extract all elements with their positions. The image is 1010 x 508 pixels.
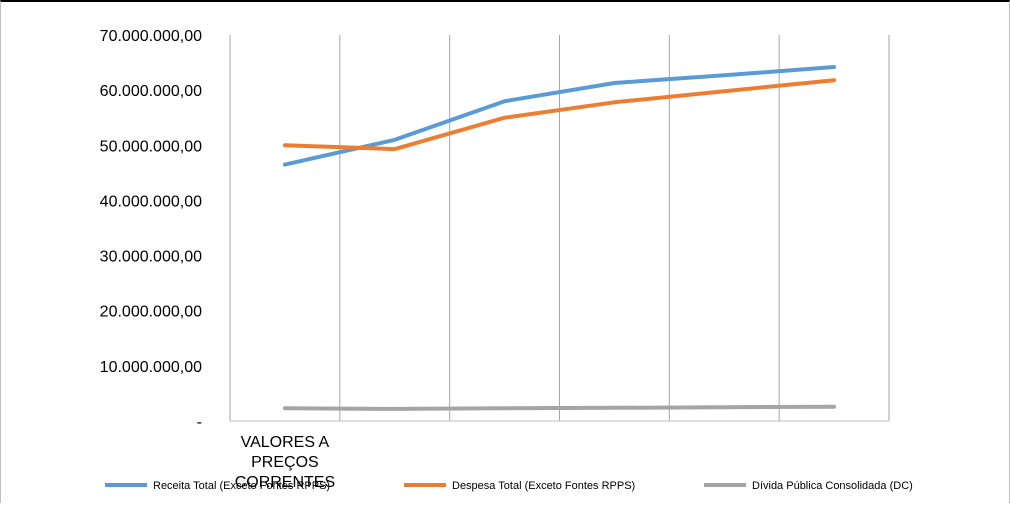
y-tick-label: 30.000.000,00	[100, 249, 202, 266]
y-tick-label: 70.000.000,00	[100, 28, 202, 45]
y-tick-label: 50.000.000,00	[100, 138, 202, 155]
gridlines	[229, 35, 890, 421]
x-tick-label: VALORES A	[241, 434, 330, 451]
series-lines	[282, 65, 837, 411]
y-axis-tick-labels: - 10.000.000,00 20.000.000,00 30.000.000,00…	[100, 28, 202, 431]
y-tick-label: 40.000.000,00	[100, 193, 202, 210]
series-line	[282, 78, 837, 152]
x-tick-label: CORRENTES	[235, 474, 335, 491]
y-tick-label: 10.000.000,00	[100, 359, 202, 376]
series-line	[282, 65, 837, 167]
legend-label: Receita Total (Exceto Fontes RPPS)	[153, 480, 330, 492]
y-tick-label: -	[197, 414, 202, 431]
legend-label: Dívida Pública Consolidada (DC)	[752, 480, 913, 492]
legend-label: Despesa Total (Exceto Fontes RPPS)	[452, 480, 635, 492]
series-line	[282, 404, 837, 411]
y-tick-label: 60.000.000,00	[100, 83, 202, 100]
legend: Receita Total (Exceto Fontes RPPS) Despes…	[105, 480, 913, 492]
x-axis-tick-labels: VALORES A PREÇOS CORRENTES	[235, 434, 335, 491]
y-tick-label: 20.000.000,00	[100, 304, 202, 321]
x-tick-label: PREÇOS	[251, 454, 319, 471]
